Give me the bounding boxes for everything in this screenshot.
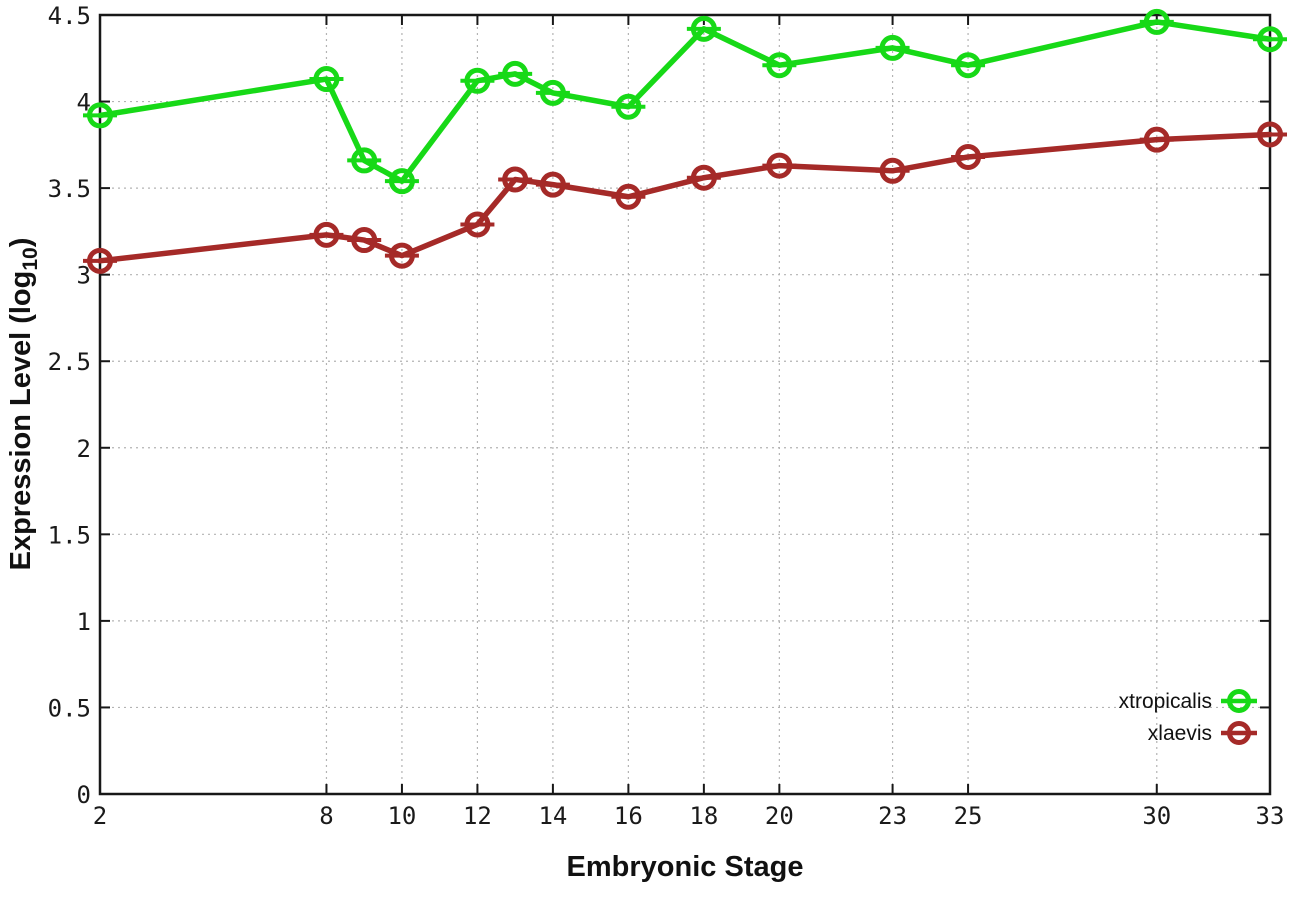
y-tick-label: 3.5	[48, 175, 91, 203]
data-point-marker	[313, 221, 340, 248]
x-tick-label: 8	[319, 802, 333, 830]
axis-tick-labels: 2 8 10 12 14 16 18 20 23 25 30 33 0 0.5 1 1.5 2 2.5 3 3.5 4 4…	[48, 2, 1285, 830]
data-point-marker	[87, 247, 113, 274]
series-xtropicalis	[83, 8, 1287, 195]
data-point-marker	[879, 34, 906, 61]
data-point-marker	[87, 102, 113, 129]
x-tick-label: 2	[93, 802, 107, 830]
data-point-marker	[351, 227, 378, 254]
legend-sample-marker	[1227, 721, 1251, 745]
x-tick-label: 10	[387, 802, 416, 830]
legend-sample-marker	[1227, 689, 1251, 713]
series-xlaevis	[83, 121, 1287, 274]
data-point-marker	[690, 15, 717, 42]
data-point-marker	[879, 157, 906, 184]
x-tick-label: 23	[878, 802, 907, 830]
x-axis-title: Embryonic Stage	[567, 851, 804, 883]
data-point-marker	[1257, 121, 1283, 148]
legend-label-xtropicalis: xtropicalis	[1119, 690, 1212, 713]
y-tick-label: 0	[77, 781, 91, 809]
data-point-marker	[690, 164, 717, 191]
x-tick-label: 14	[538, 802, 567, 830]
x-tick-label: 33	[1256, 802, 1285, 830]
y-tick-label: 1	[77, 608, 91, 636]
data-point-marker	[766, 52, 793, 79]
data-point-marker	[539, 171, 566, 198]
legend: xtropicalis xlaevis	[1119, 689, 1257, 745]
data-point-marker	[955, 143, 982, 170]
data-point-marker	[388, 242, 415, 269]
y-tick-label: 2	[77, 435, 91, 463]
data-point-marker	[1143, 8, 1170, 35]
x-tick-label: 16	[614, 802, 643, 830]
y-tick-label: 4	[77, 89, 91, 117]
y-tick-label: 2.5	[48, 348, 91, 376]
y-tick-label: 0.5	[48, 694, 91, 722]
legend-markers	[1221, 689, 1257, 745]
legend-label-xlaevis: xlaevis	[1148, 722, 1212, 745]
data-point-marker	[388, 168, 415, 195]
data-point-marker	[464, 67, 491, 94]
grid-lines	[99, 14, 1271, 795]
data-point-marker	[464, 211, 491, 238]
data-point-marker	[313, 66, 340, 93]
axis-tick-marks	[99, 14, 1271, 795]
data-point-marker	[539, 79, 566, 106]
x-tick-label: 20	[765, 802, 794, 830]
data-point-marker	[1143, 126, 1170, 153]
data-series	[83, 8, 1287, 274]
data-point-marker	[351, 147, 378, 174]
data-point-marker	[1257, 26, 1283, 53]
data-point-marker	[955, 52, 982, 79]
data-point-marker	[615, 183, 642, 210]
x-tick-label: 25	[954, 802, 983, 830]
y-tick-label: 4.5	[48, 2, 91, 30]
plot-border	[98, 13, 1272, 796]
data-point-marker	[502, 60, 529, 87]
y-tick-label: 1.5	[48, 521, 91, 549]
data-point-marker	[766, 152, 793, 179]
y-axis-title: Expression Level (log10)	[5, 238, 42, 571]
x-tick-label: 18	[689, 802, 718, 830]
x-tick-label: 30	[1142, 802, 1171, 830]
plot-border-rect	[98, 13, 1272, 796]
data-point-marker	[502, 166, 529, 193]
series-line-xlaevis	[97, 131, 1273, 264]
y-tick-label: 3	[77, 262, 91, 290]
x-tick-label: 12	[463, 802, 492, 830]
data-point-marker	[615, 93, 642, 120]
